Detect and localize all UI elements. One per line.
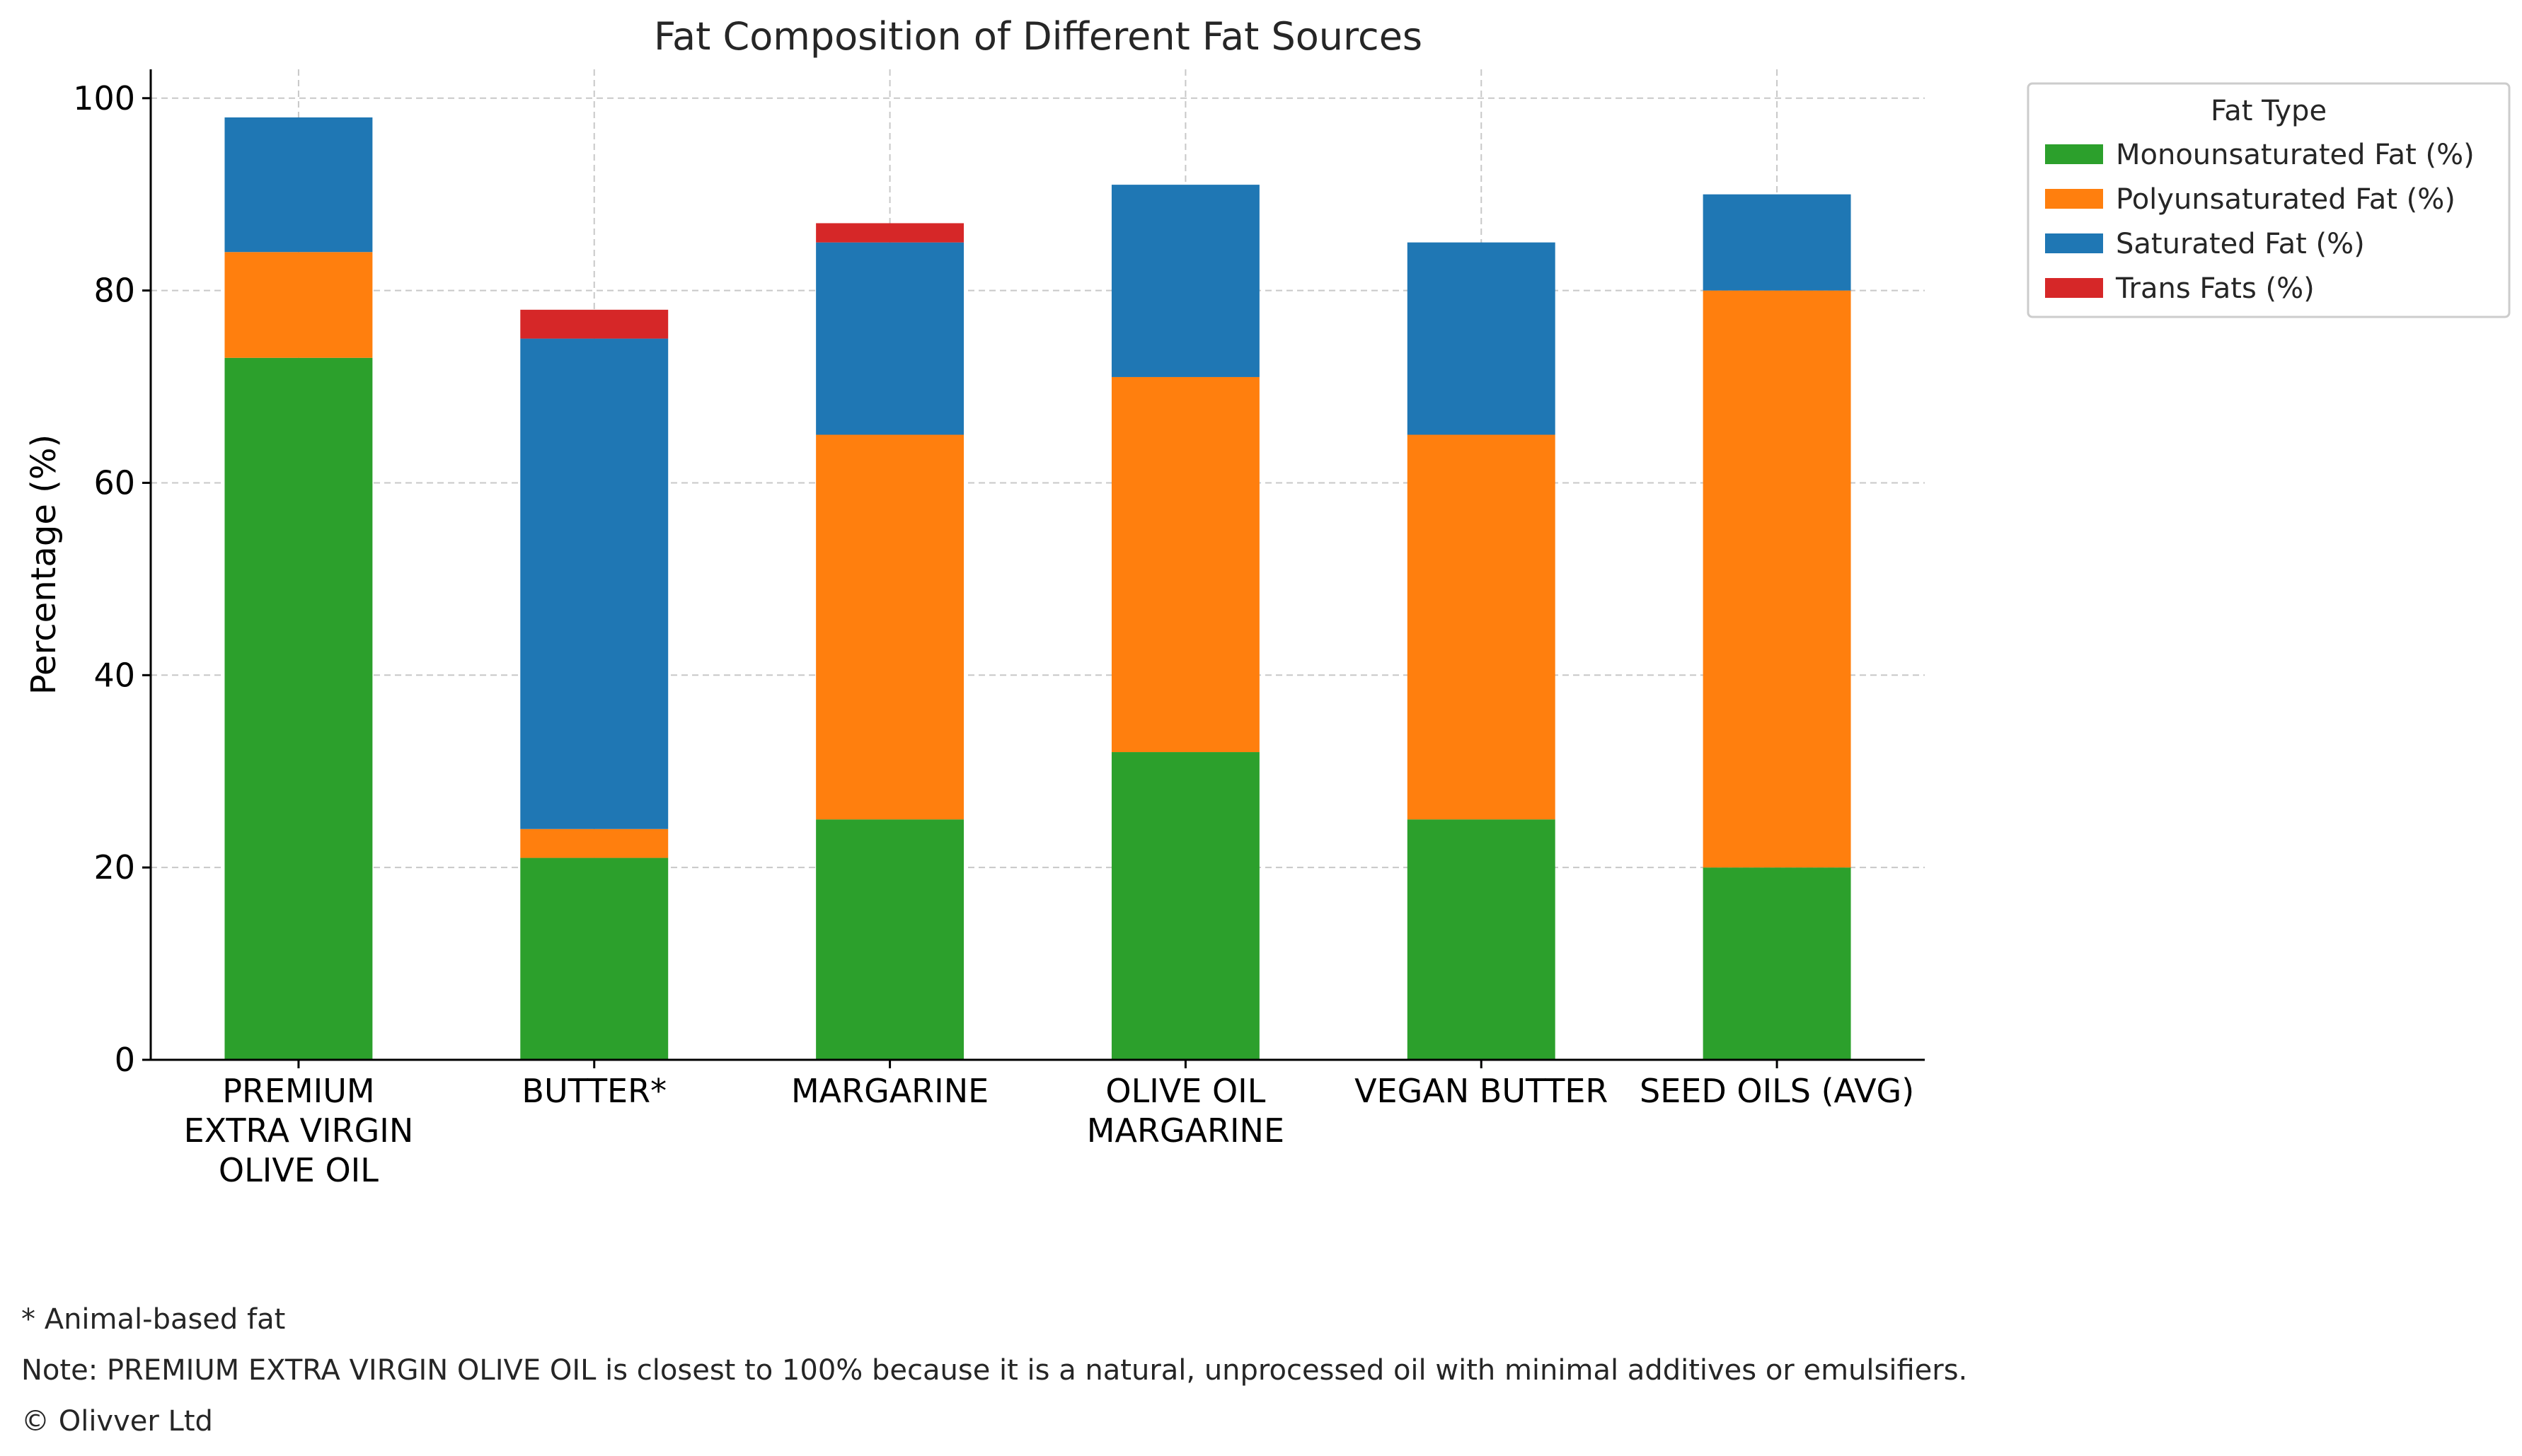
legend-entry-label: Monounsaturated Fat (%) bbox=[2116, 139, 2475, 171]
y-tick-label: 0 bbox=[115, 1041, 135, 1079]
x-tick-label: MARGARINE bbox=[1087, 1111, 1284, 1150]
x-tick-label: MARGARINE bbox=[791, 1072, 989, 1110]
legend-swatch bbox=[2045, 233, 2103, 253]
bar-segment bbox=[816, 242, 965, 435]
bar-segment bbox=[1111, 752, 1260, 1060]
bar-segment bbox=[816, 434, 965, 820]
y-axis-label: Percentage (%) bbox=[24, 434, 64, 695]
bar-segment bbox=[224, 117, 373, 253]
bar-segment bbox=[1407, 434, 1555, 820]
y-tick-label: 80 bbox=[93, 272, 135, 310]
x-tick-label: BUTTER* bbox=[522, 1072, 667, 1110]
x-tick-label: OLIVE OIL bbox=[219, 1151, 379, 1189]
legend-frame bbox=[2027, 82, 2511, 318]
bar-segment bbox=[1111, 185, 1260, 377]
legend: Fat Type Monounsaturated Fat (%) Polyunsa… bbox=[2027, 82, 2511, 318]
bar-segment bbox=[520, 828, 669, 858]
x-tick-label: EXTRA VIRGIN bbox=[184, 1111, 414, 1150]
bar-segment bbox=[1111, 376, 1260, 753]
legend-swatch bbox=[2045, 278, 2103, 298]
y-tick-label: 60 bbox=[93, 463, 135, 502]
legend-title: Fat Type bbox=[2211, 95, 2327, 127]
x-tick-label: OLIVE OIL bbox=[1105, 1072, 1265, 1110]
y-tick-label: 20 bbox=[93, 848, 135, 886]
bar-segment bbox=[1703, 194, 1851, 291]
legend-swatch bbox=[2045, 144, 2103, 164]
legend-entry-label: Polyunsaturated Fat (%) bbox=[2116, 183, 2455, 216]
bars bbox=[224, 117, 1851, 1061]
bar-segment bbox=[816, 223, 965, 243]
bar-segment bbox=[224, 252, 373, 358]
axes bbox=[149, 69, 1925, 1061]
x-tick-label: VEGAN BUTTER bbox=[1354, 1072, 1608, 1110]
y-tick-label: 40 bbox=[93, 656, 135, 694]
footnote-animal: * Animal-based fat bbox=[21, 1303, 286, 1336]
bar-segment bbox=[520, 338, 669, 829]
bar-segment bbox=[1407, 242, 1555, 435]
bar-segment bbox=[224, 357, 373, 1061]
footnote-note: Note: PREMIUM EXTRA VIRGIN OLIVE OIL is … bbox=[21, 1354, 1968, 1387]
grid-lines bbox=[151, 69, 1925, 1061]
x-tick-label: SEED OILS (AVG) bbox=[1640, 1072, 1914, 1110]
y-tick-label: 100 bbox=[73, 79, 135, 117]
legend-swatch bbox=[2045, 189, 2103, 209]
bar-segment bbox=[1703, 290, 1851, 868]
x-tick-label: PREMIUM bbox=[222, 1072, 374, 1110]
chart-title: Fat Composition of Different Fat Sources bbox=[654, 14, 1422, 59]
bar-segment bbox=[520, 857, 669, 1060]
bar-segment bbox=[1703, 867, 1851, 1060]
copyright: © Olivver Ltd bbox=[21, 1405, 213, 1438]
bar-segment bbox=[816, 819, 965, 1060]
bar-segment bbox=[1407, 819, 1555, 1060]
legend-entry-label: Trans Fats (%) bbox=[2115, 272, 2315, 305]
bar-segment bbox=[520, 309, 669, 339]
y-ticks: 0 20 40 60 80 100 bbox=[73, 79, 151, 1079]
legend-entry-label: Saturated Fat (%) bbox=[2116, 228, 2365, 260]
